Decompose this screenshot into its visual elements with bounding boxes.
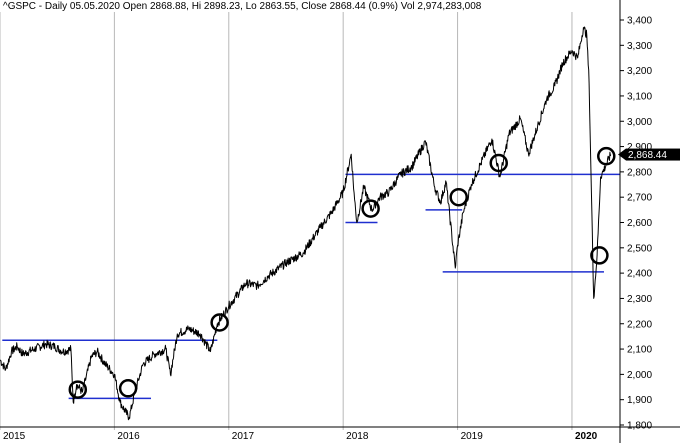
y-tick-label: 3,200 xyxy=(627,66,652,77)
x-tick-label: 2016 xyxy=(117,431,140,442)
y-tick-label: 2,900 xyxy=(627,142,652,153)
highlight-circle xyxy=(118,379,138,398)
y-tick-label: 3,000 xyxy=(627,117,652,128)
y-tick-label: 2,100 xyxy=(627,345,652,356)
highlight-circle xyxy=(210,313,229,332)
x-tick-label: 2019 xyxy=(461,431,484,442)
x-tick-label: 2015 xyxy=(3,431,26,442)
last-price-tag-arrow xyxy=(618,148,626,161)
y-tick-label: 2,300 xyxy=(627,294,652,305)
y-tick-label: 1,900 xyxy=(627,395,652,406)
y-tick-label: 1,800 xyxy=(627,421,652,432)
y-tick-label: 3,400 xyxy=(627,16,652,27)
last-price-tag: 2,868.44 xyxy=(618,148,680,161)
last-price-tag-label: 2,868.44 xyxy=(628,150,667,161)
highlight-circle xyxy=(68,380,88,399)
y-tick-label: 2,700 xyxy=(627,193,652,204)
x-tick-label: 2020 xyxy=(575,431,598,442)
last-price-tag-box xyxy=(626,148,680,161)
grid-lines xyxy=(0,12,573,430)
highlight-circle xyxy=(489,153,508,173)
y-tick-label: 3,100 xyxy=(627,91,652,102)
highlight-circle xyxy=(361,199,380,218)
x-tick-label: 2018 xyxy=(346,431,369,442)
price-line xyxy=(0,26,612,421)
price-series xyxy=(0,26,612,421)
y-tick-label: 2,800 xyxy=(627,167,652,178)
support-lines xyxy=(2,173,620,400)
y-tick-label: 2,000 xyxy=(627,370,652,381)
highlight-circle xyxy=(597,146,616,166)
y-tick-label: 3,300 xyxy=(627,41,652,52)
y-tick-label: 2,600 xyxy=(627,218,652,229)
highlight-circles xyxy=(68,146,616,399)
y-tick-label: 2,400 xyxy=(627,269,652,280)
x-tick-label: 2017 xyxy=(232,431,255,442)
chart-header: ^GSPC - Daily 05.05.2020 Open 2868.88, H… xyxy=(3,1,482,12)
y-tick-label: 2,500 xyxy=(627,243,652,254)
y-tick-label: 2,200 xyxy=(627,319,652,330)
highlight-circle xyxy=(449,187,468,207)
highlight-circle xyxy=(590,246,609,265)
